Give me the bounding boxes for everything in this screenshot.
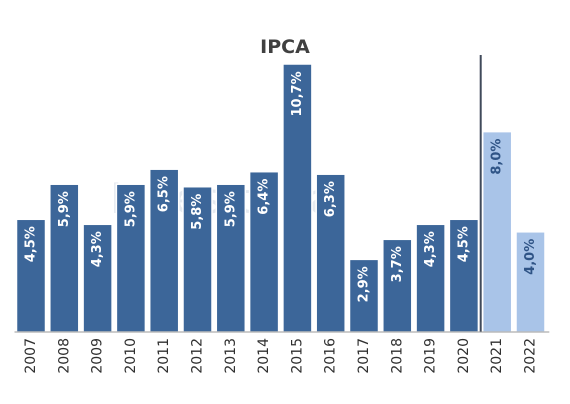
- chart-title: IPCA: [260, 36, 310, 58]
- data-label-2016: 6,3%: [323, 181, 338, 217]
- x-tick-2013: 2013: [223, 338, 239, 374]
- x-tick-2012: 2012: [190, 338, 206, 374]
- data-label-2009: 4,3%: [90, 231, 105, 267]
- data-label-2013: 5,9%: [223, 191, 238, 227]
- data-label-2021: 8,0%: [490, 139, 505, 175]
- data-label-2015: 10,7%: [290, 71, 305, 116]
- bars-group: 4,5% 5,9% 4,3% 5,9% 6,5% 5,8% 5,9% 6,4% 10,7% 6,3…: [15, 63, 546, 333]
- data-label-2011: 6,5%: [157, 176, 172, 212]
- bar-2021: [481, 130, 513, 333]
- x-tick-2008: 2008: [56, 338, 72, 374]
- bar-2012: [182, 185, 213, 333]
- data-label-2020: 4,5%: [456, 226, 471, 262]
- x-tick-2018: 2018: [389, 338, 405, 374]
- bar-2020: [448, 218, 480, 333]
- x-tick-2015: 2015: [289, 338, 305, 374]
- x-tick-2021: 2021: [489, 338, 505, 374]
- bar-2016: [315, 173, 346, 333]
- data-label-2008: 5,9%: [57, 191, 72, 227]
- bar-2022: [515, 231, 546, 333]
- bar-2013: [215, 183, 247, 333]
- x-tick-2017: 2017: [356, 338, 372, 374]
- data-label-2017: 2,9%: [357, 266, 372, 302]
- x-tick-2009: 2009: [90, 338, 106, 374]
- x-tick-2011: 2011: [156, 338, 172, 374]
- x-tick-2019: 2019: [423, 338, 439, 374]
- data-label-2022: 4,0%: [523, 239, 538, 275]
- bar-2015: [282, 63, 313, 333]
- x-tick-2020: 2020: [456, 338, 472, 374]
- bar-2014: [248, 170, 280, 333]
- x-tick-2022: 2022: [523, 338, 539, 374]
- data-label-2007: 4,5%: [24, 226, 39, 262]
- data-label-2018: 3,7%: [390, 246, 405, 282]
- data-label-2012: 5,8%: [190, 194, 205, 230]
- bar-2008: [49, 183, 80, 333]
- bar-2011: [148, 168, 180, 333]
- bar-2017: [348, 258, 380, 333]
- bar-2018: [382, 238, 413, 333]
- x-tick-2014: 2014: [256, 338, 272, 374]
- bar-2010: [115, 183, 147, 333]
- bar-2007: [15, 218, 47, 333]
- bar-2009: [82, 223, 113, 333]
- x-axis-ticks: 2007 2008 2009 2010 2011 2012 2013 2014 2015 2016…: [23, 338, 539, 374]
- data-label-2019: 4,3%: [423, 231, 438, 267]
- data-label-2010: 5,9%: [123, 191, 138, 227]
- x-tick-2016: 2016: [323, 338, 339, 374]
- x-tick-2010: 2010: [123, 338, 139, 374]
- data-label-2014: 6,4%: [257, 179, 272, 215]
- x-tick-2007: 2007: [23, 338, 39, 374]
